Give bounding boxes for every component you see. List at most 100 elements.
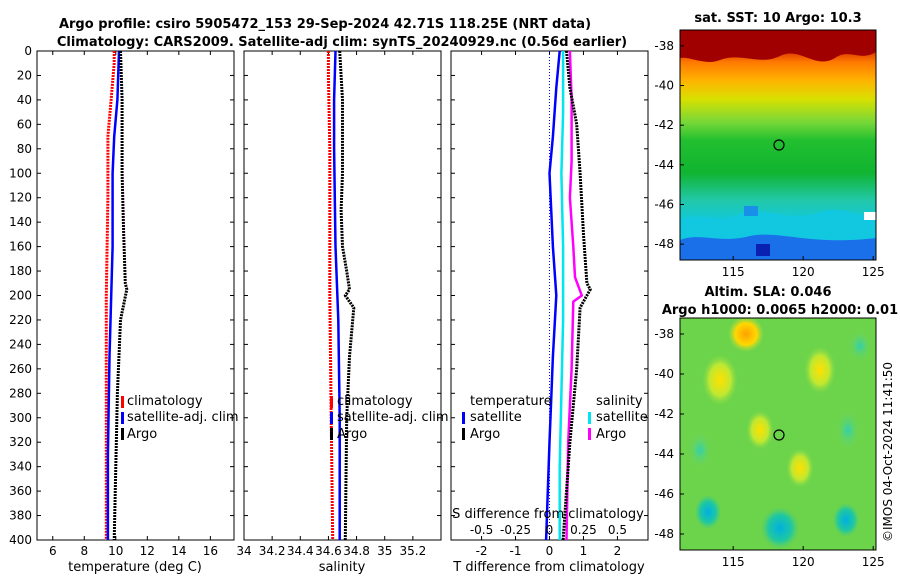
figure-title-line2: Climatology: CARS2009. Satellite-adj cli…: [57, 35, 627, 50]
sst-argo-marker: [773, 139, 785, 151]
salinity-series-satellite-adj-clim: [332, 50, 341, 540]
temperature-xtick-label: 10: [108, 544, 123, 558]
temperature-ytick-label: 280: [9, 386, 32, 400]
difference-series-salinity-satellite: [558, 51, 565, 540]
salinity-xtick-label: 35.2: [399, 544, 426, 558]
legend-swatch-climatology: [330, 396, 333, 408]
figure-title-line1: Argo profile: csiro 5905472_153 29-Sep-2…: [59, 17, 591, 32]
temperature-ytick-label: 100: [9, 166, 32, 180]
temperature-ytick-label: 80: [17, 142, 32, 156]
temperature-xtick-label: 8: [80, 544, 88, 558]
difference-xlabel-top: S difference from climatology: [452, 507, 644, 522]
sst-ytick-label: -38: [654, 39, 674, 53]
legend-swatch-temp-argo: [462, 428, 465, 440]
temperature-ytick-label: 40: [17, 93, 32, 107]
temperature-series-climatology: [104, 51, 116, 540]
temperature-ytick-label: 260: [9, 362, 32, 376]
legend-swatch-argo: [121, 428, 124, 440]
temperature-xtick-label: 14: [171, 544, 186, 558]
temperature-series-argo: [112, 50, 129, 541]
difference-series-temperature-satellite: [544, 50, 561, 541]
sla-ytick-label: -40: [654, 367, 674, 381]
legend-label-sal-satellite: satellite: [596, 410, 648, 425]
sla-heatmap: [680, 318, 876, 550]
temperature-ytick-label: 120: [9, 191, 32, 205]
sst-xtick-label: 120: [792, 265, 815, 279]
difference-legend-temperature: temperature satellite Argo: [462, 394, 552, 442]
difference-xtick-label: 2: [614, 544, 622, 558]
temperature-ytick-label: 340: [9, 460, 32, 474]
sla-title-line2: Argo h1000: 0.0065 h2000: 0.01: [662, 303, 898, 318]
sst-title: sat. SST: 10 Argo: 10.3: [694, 11, 861, 26]
temperature-xlabel: temperature (deg C): [68, 560, 202, 575]
temperature-ytick-label: 400: [9, 533, 32, 547]
legend-label-climatology: climatology: [127, 394, 203, 409]
temperature-ytick-label: 300: [9, 411, 32, 425]
salinity-xtick-label: 34.6: [315, 544, 342, 558]
difference-xlabel: T difference from climatology: [452, 560, 645, 575]
salinity-series-argo: [338, 50, 356, 541]
difference-xtick-label: -1: [510, 544, 522, 558]
temperature-ytick-label: 60: [17, 117, 32, 131]
watermark-text: ©IMOS 04-Oct-2024 11:41:50: [881, 362, 895, 542]
salinity-panel: 34 34.2 34.4 34.6 34.8 35 35.2 salinity climat…: [236, 50, 449, 575]
sla-xtick-label: 125: [862, 555, 885, 569]
salinity-series-climatology: [326, 51, 335, 541]
legend-label-climatology: climatology: [337, 394, 413, 409]
difference-top-tick-label: -0.25: [500, 523, 531, 537]
temperature-ytick-label: 20: [17, 68, 32, 82]
difference-xtick-label: 0: [546, 544, 554, 558]
sla-ytick-label: -46: [654, 487, 674, 501]
temperature-ytick-label: 220: [9, 313, 32, 327]
legend-label-temp-argo: Argo: [470, 427, 500, 442]
sst-heatmap: [680, 30, 876, 260]
temperature-ytick-label: 180: [9, 264, 32, 278]
legend-label-sal-argo: Argo: [596, 427, 626, 442]
temperature-ytick-label: 200: [9, 289, 32, 303]
salinity-xlabel: salinity: [319, 560, 366, 575]
sst-ytick-label: -40: [654, 79, 674, 93]
sst-map-panel: sat. SST: 10 Argo: 10.3 115 120 125 -38 -40 -…: [654, 11, 884, 279]
salinity-xtick-label: 35: [377, 544, 392, 558]
difference-xtick-label: 1: [580, 544, 588, 558]
legend-heading-temperature: temperature: [470, 394, 552, 409]
legend-swatch-argo: [330, 428, 333, 440]
temperature-axes-box: [36, 50, 235, 541]
legend-label-temp-satellite: satellite: [470, 410, 522, 425]
sla-title-line1: Altim. SLA: 0.046: [705, 285, 832, 300]
difference-top-tick-label: 0: [546, 523, 554, 537]
legend-swatch-climatology: [121, 396, 124, 408]
salinity-xtick-label: 34.2: [259, 544, 286, 558]
temperature-ytick-label: 380: [9, 509, 32, 523]
legend-label-satellite: satellite-adj. clim: [337, 410, 449, 425]
legend-heading-salinity: salinity: [596, 394, 643, 409]
temperature-ytick-label: 0: [24, 44, 32, 58]
legend-swatch-sal-satellite: [588, 412, 591, 424]
sst-axes-box: [679, 29, 877, 261]
temperature-xtick-label: 16: [203, 544, 218, 558]
difference-legend-salinity: salinity satellite Argo: [588, 394, 648, 442]
sla-map-panel: Altim. SLA: 0.046 Argo h1000: 0.0065 h20…: [654, 285, 898, 569]
sla-xtick-label: 120: [792, 555, 815, 569]
sla-ytick-label: -42: [654, 407, 674, 421]
temperature-legend: climatology satellite-adj. clim Argo: [121, 394, 239, 442]
temperature-ytick-label: 360: [9, 484, 32, 498]
legend-swatch-satellite: [330, 412, 333, 424]
difference-series-temperature-argo: [561, 50, 592, 541]
difference-panel: -2 -1 0 1 2 T difference from climatology S …: [450, 50, 649, 575]
legend-label-satellite: satellite-adj. clim: [127, 410, 239, 425]
salinity-xtick-label: 34.8: [343, 544, 370, 558]
temperature-panel: 0 20 40 60 80 100 120 140 160 180 200 220 240 260 280 3…: [9, 44, 239, 575]
sla-xtick-label: 115: [722, 555, 745, 569]
temperature-ytick-label: 320: [9, 435, 32, 449]
legend-label-argo: Argo: [337, 427, 367, 442]
sst-ytick-label: -46: [654, 197, 674, 211]
temperature-xtick-label: 12: [140, 544, 155, 558]
sla-axes-box: [679, 317, 877, 551]
legend-swatch-satellite: [121, 412, 124, 424]
difference-top-tick-label: 0.5: [608, 523, 627, 537]
sst-ytick-label: -42: [654, 118, 674, 132]
legend-swatch-sal-argo: [588, 428, 591, 440]
temperature-xtick-label: 6: [49, 544, 57, 558]
sst-xtick-label: 115: [722, 265, 745, 279]
